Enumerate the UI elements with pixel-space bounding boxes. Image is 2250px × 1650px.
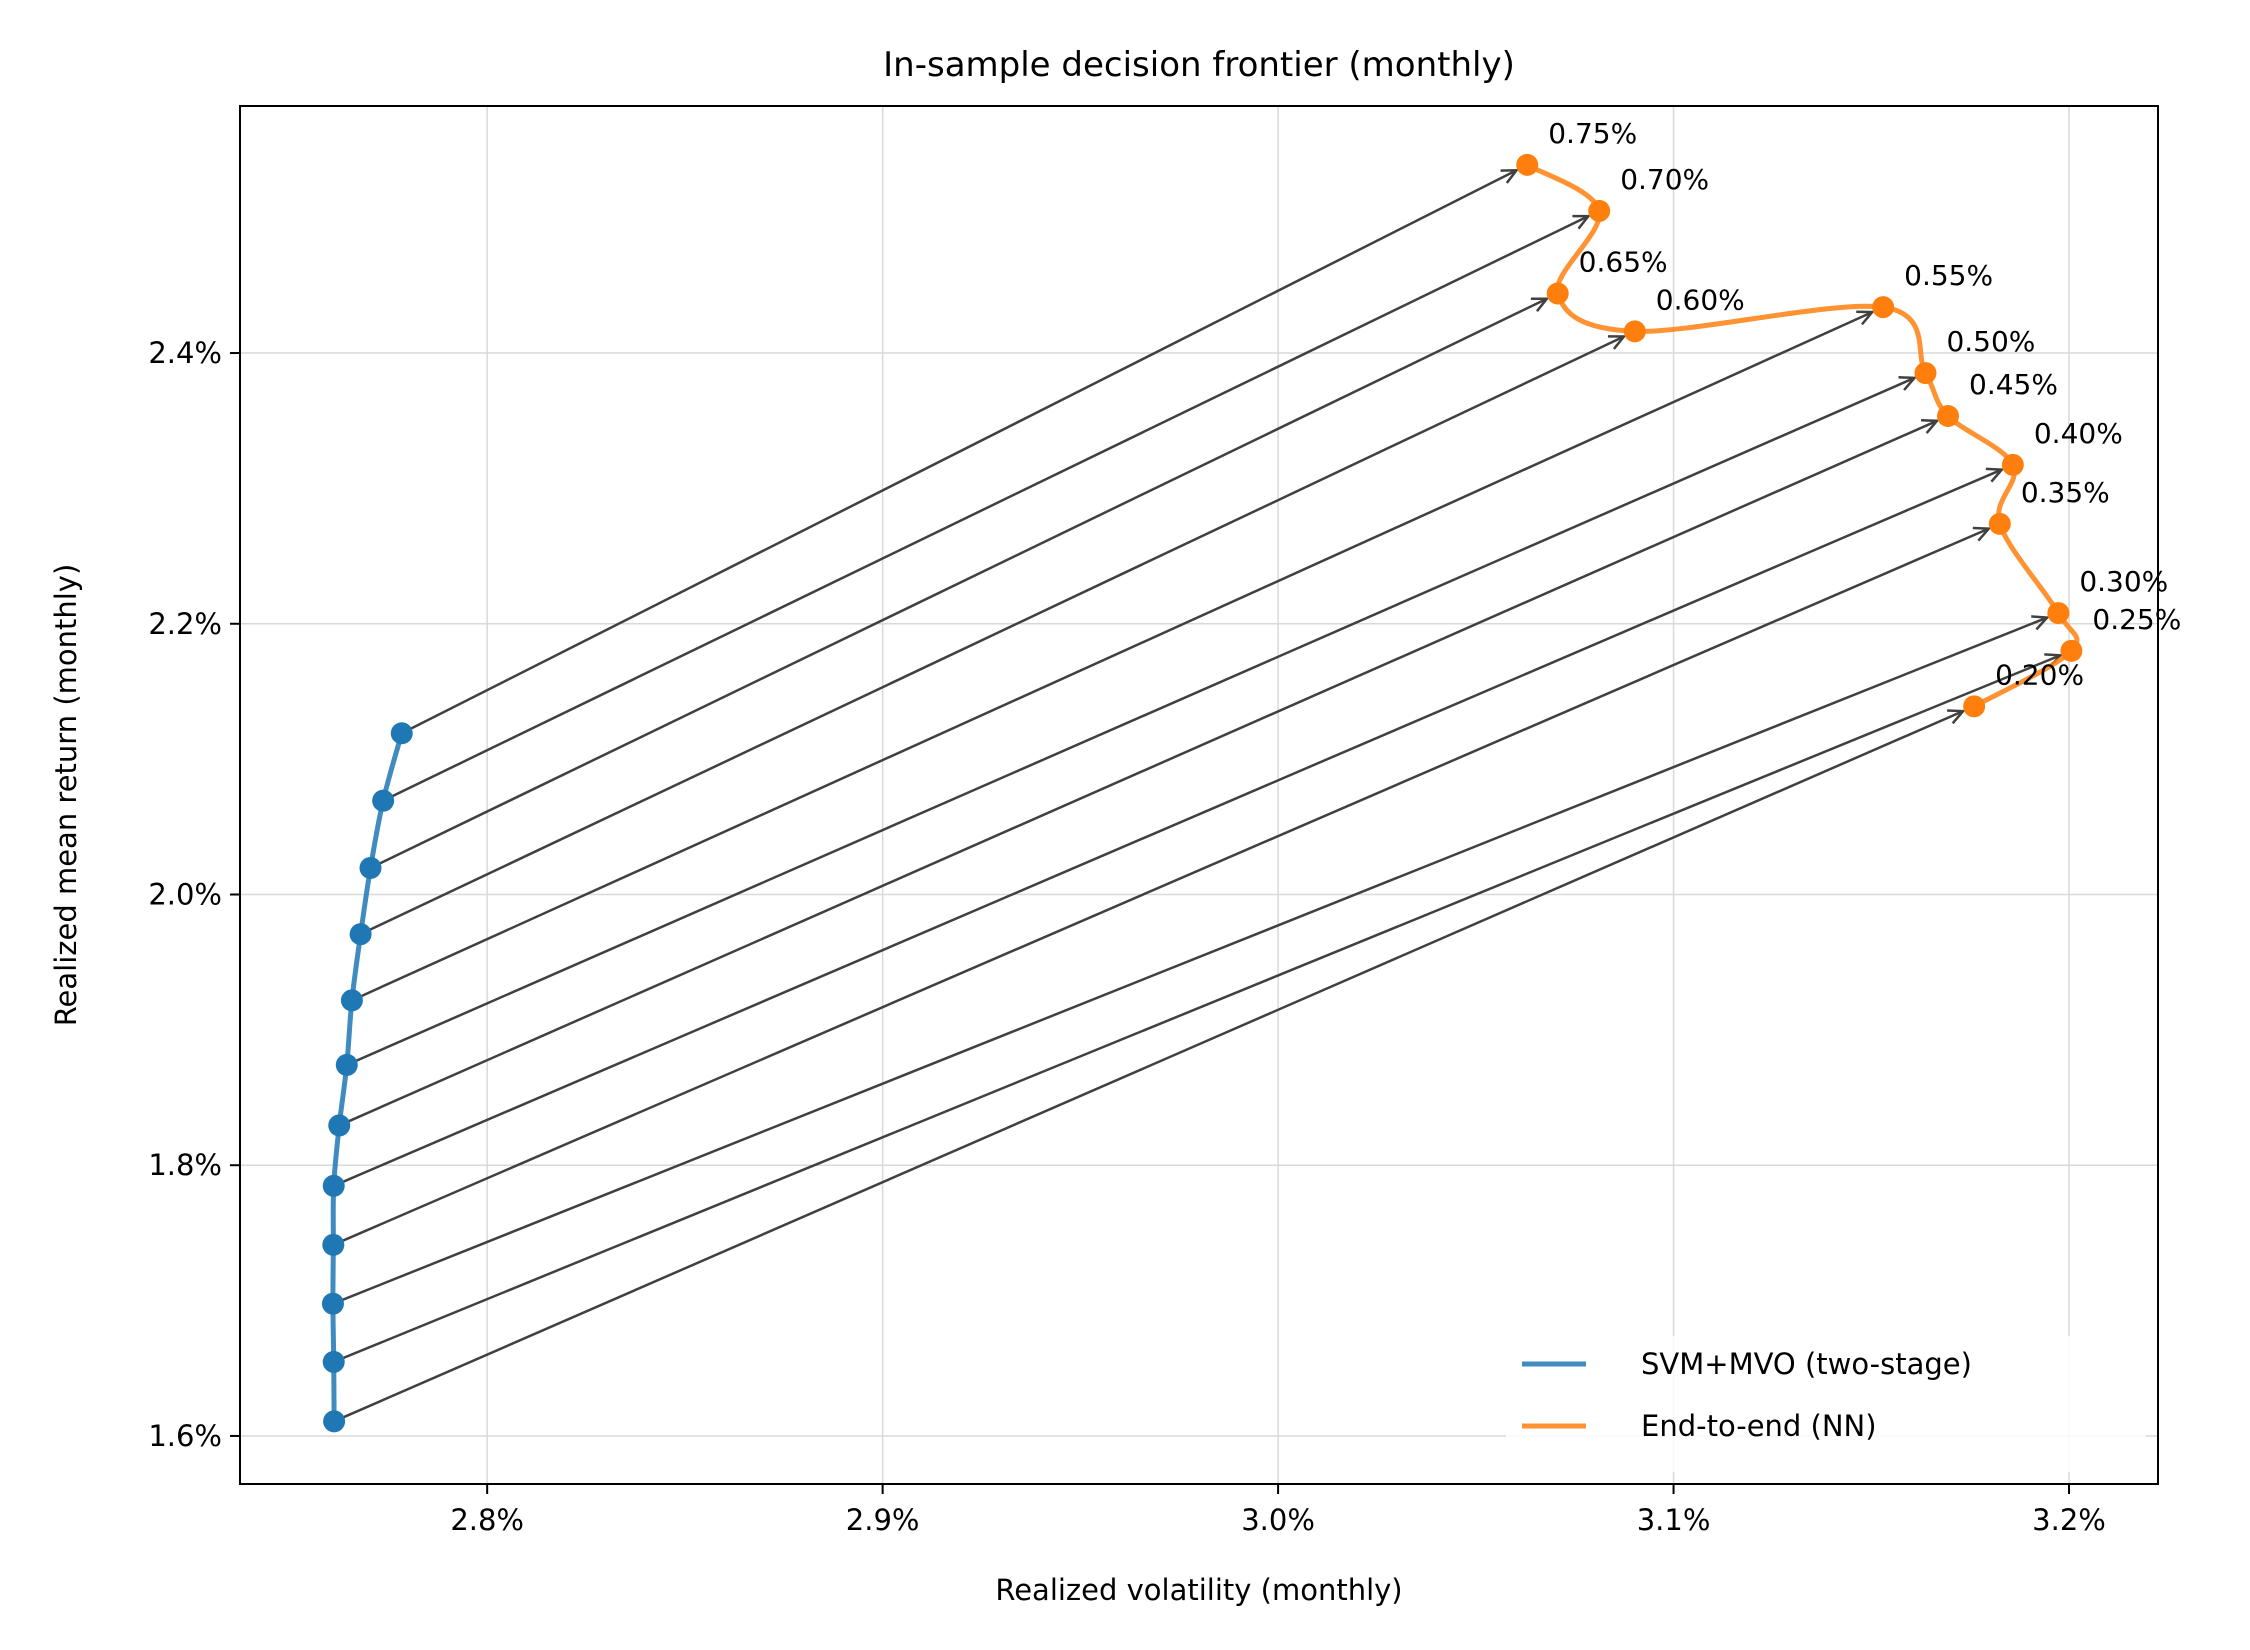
arrow-line (346, 376, 1915, 1067)
x-tick-label: 2.8% (450, 1503, 524, 1537)
chart-title: In-sample decision frontier (monthly) (883, 45, 1515, 85)
svm-mvo-point (390, 722, 413, 745)
end-to-end-point (1872, 296, 1895, 319)
point-label: 0.55% (1904, 259, 1993, 292)
legend-label-svm-mvo: SVM+MVO (two-stage) (1641, 1347, 1972, 1381)
legend-box (1506, 1336, 2146, 1472)
end-to-end-point (1963, 695, 1986, 718)
arrow-head (1947, 709, 1966, 725)
arrow-line (351, 310, 1873, 1002)
arrow-head (1972, 526, 1992, 542)
end-to-end-point (1914, 362, 1937, 385)
point-label: 0.45% (1969, 368, 2058, 401)
svm-mvo-point (321, 1292, 344, 1315)
svm-mvo-point (328, 1114, 351, 1137)
arrow-line (338, 419, 1938, 1127)
arrow-head (1920, 419, 1940, 434)
arrows (332, 168, 2063, 1423)
end-to-end-point (1516, 153, 1539, 176)
point-label: 0.70% (1620, 163, 1709, 196)
legend: SVM+MVO (two-stage) End-to-end (NN) (1506, 1336, 2146, 1472)
point-label: 0.60% (1656, 283, 1745, 316)
point-label: 0.50% (1946, 325, 2035, 358)
arrow-line (369, 297, 1548, 870)
arrow-line (333, 709, 1964, 1423)
end-to-end-point (1546, 282, 1569, 305)
point-label: 0.20% (1995, 658, 2084, 691)
point-label: 0.25% (2092, 603, 2181, 636)
arrow-head (2031, 615, 2050, 631)
arrow-head (1856, 310, 1875, 326)
x-axis-label: Realized volatility (monthly) (995, 1573, 1402, 1607)
arrow-head (1572, 214, 1591, 230)
point-label: 0.65% (1579, 245, 1668, 278)
point-labels: 0.20%0.25% 0.30% 0.35% 0.40% 0.45% 0.50% 0.55%… (1548, 117, 2181, 691)
y-tick-label: 2.2% (148, 607, 222, 641)
arrow-line (333, 654, 2061, 1364)
arrow-head (1985, 467, 2005, 483)
arrow-head (1898, 376, 1918, 391)
y-tick-label: 1.6% (148, 1419, 222, 1453)
series (321, 153, 2083, 1433)
end-to-end-point (2060, 639, 2083, 662)
end-to-end-point (1988, 512, 2011, 535)
svm-mvo-point (349, 923, 372, 946)
svm-mvo-point (322, 1350, 345, 1373)
y-tick-label: 2.0% (148, 877, 222, 911)
x-tick-label: 3.2% (2032, 1503, 2106, 1537)
arrow-line (401, 169, 1518, 735)
x-tick-label: 3.0% (1241, 1503, 1315, 1537)
point-label: 0.40% (2034, 417, 2123, 450)
plot-frame (239, 105, 2159, 1485)
plot-area (240, 106, 2158, 1484)
arrow-line (332, 616, 2048, 1305)
end-to-end-point (1937, 404, 1960, 427)
x-tick-label: 3.1% (1637, 1503, 1711, 1537)
y-tick-label: 1.8% (148, 1148, 222, 1182)
end-to-end-point (1588, 199, 1611, 222)
y-tick-label: 2.4% (148, 336, 222, 370)
y-axis-label: Realized mean return (monthly) (49, 564, 83, 1027)
svm-mvo-point (323, 1410, 346, 1433)
end-to-end-point (2047, 602, 2070, 625)
arrow-head (1530, 297, 1550, 313)
ticks: 2.8% 2.9% 3.0% 3.1% 3.2% 1.6% 1.8% 2.0% 2.2% 2.4% (148, 336, 2106, 1537)
legend-label-end-to-end: End-to-end (NN) (1641, 1409, 1877, 1443)
point-label: 0.35% (2021, 476, 2110, 509)
arrow-line (382, 215, 1589, 802)
point-label: 0.75% (1548, 117, 1637, 150)
svm-mvo-point (322, 1233, 345, 1256)
arrow-head (1500, 168, 1520, 184)
arrow-line (360, 335, 1625, 936)
svm-mvo-point (359, 856, 382, 879)
grid (240, 106, 2158, 1484)
svm-mvo-point (322, 1174, 345, 1197)
x-tick-label: 2.9% (846, 1503, 920, 1537)
end-to-end-point (2001, 453, 2024, 476)
arrow-line (332, 527, 1990, 1246)
point-label: 0.30% (2079, 565, 2168, 598)
svm-mvo-point (335, 1053, 358, 1076)
svm-mvo-point (372, 789, 395, 812)
arrow-line (333, 468, 2003, 1187)
end-to-end-point (1623, 320, 1646, 343)
arrow-head (1607, 335, 1627, 350)
svm-mvo-point (340, 989, 363, 1012)
